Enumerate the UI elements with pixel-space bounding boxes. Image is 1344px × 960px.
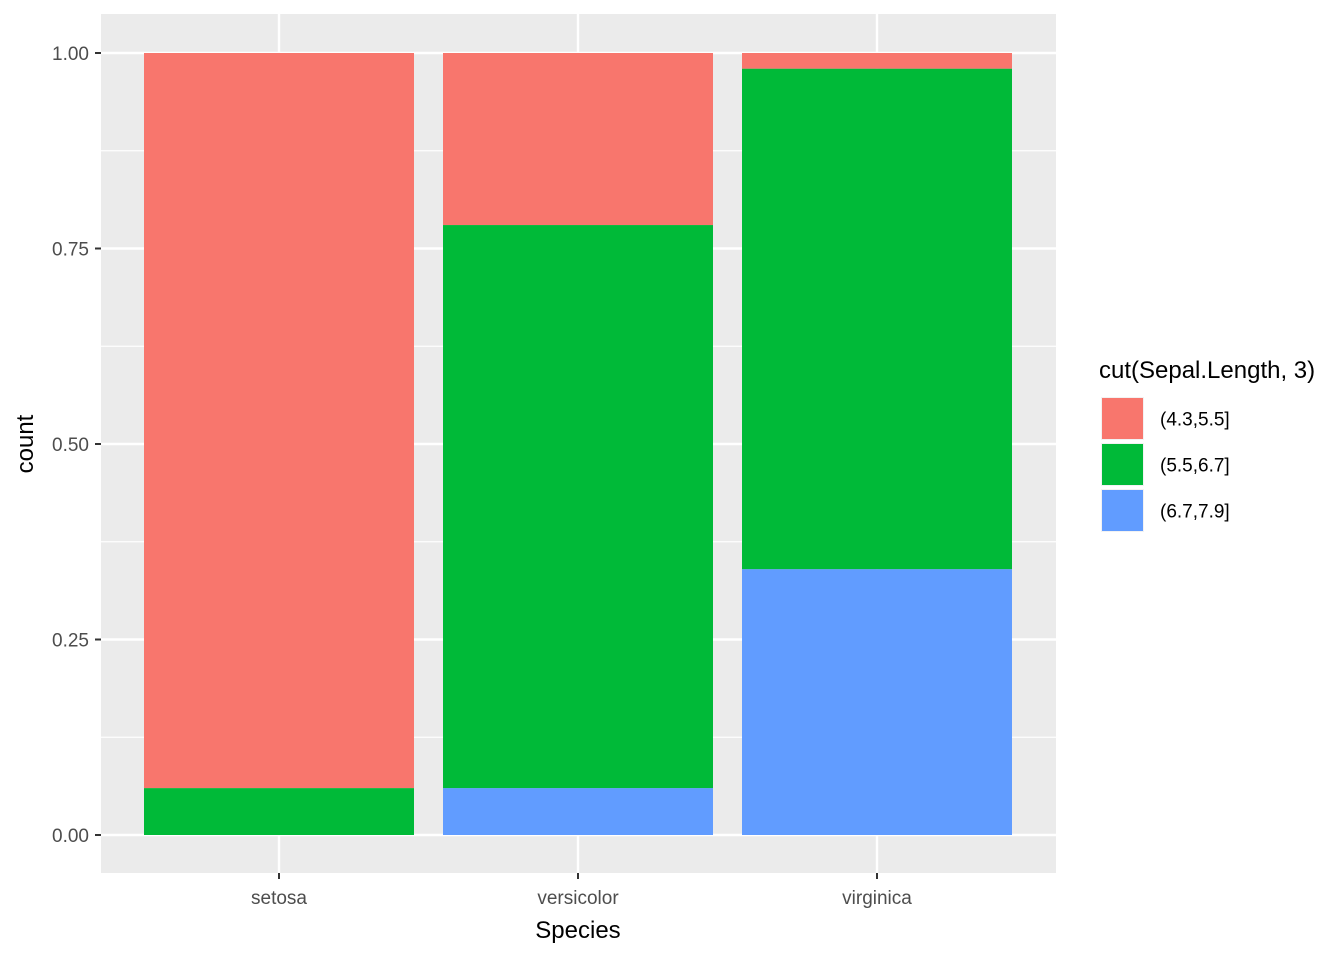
y-tick-label: 0.25 [52,631,89,652]
bar-segment [144,53,414,789]
legend-label: (6.7,7.9] [1160,502,1230,523]
y-axis: 0.00 0.25 0.50 0.75 1.00 [52,44,101,847]
x-tick-label: setosa [251,888,307,909]
y-tick-label: 0.00 [52,826,89,847]
legend-label: (5.5,6.7] [1160,456,1230,477]
y-tick-label: 0.50 [52,435,89,456]
legend-swatch [1102,490,1143,531]
x-tick-label: versicolor [537,888,619,909]
y-tick-label: 0.75 [52,240,89,261]
bar-segment [742,53,1012,69]
bars [144,53,1012,835]
legend: cut(Sepal.Length, 3) (4.3,5.5] (5.5,6.7] (… [1099,357,1315,532]
bar-segment [443,53,713,226]
legend-swatch [1102,444,1143,485]
bar-segment [742,569,1012,835]
legend-title: cut(Sepal.Length, 3) [1099,357,1315,384]
y-axis-title: count [12,414,39,473]
y-tick-label: 1.00 [52,44,89,65]
bar-segment [144,788,414,835]
bar-segment [443,788,713,835]
x-axis-title: Species [535,917,620,944]
x-axis: setosa versicolor virginica [251,873,912,909]
bar-segment [443,225,713,789]
legend-label: (4.3,5.5] [1160,410,1230,431]
bar-segment [742,68,1012,570]
x-tick-label: virginica [842,888,912,909]
legend-swatch [1102,398,1143,439]
